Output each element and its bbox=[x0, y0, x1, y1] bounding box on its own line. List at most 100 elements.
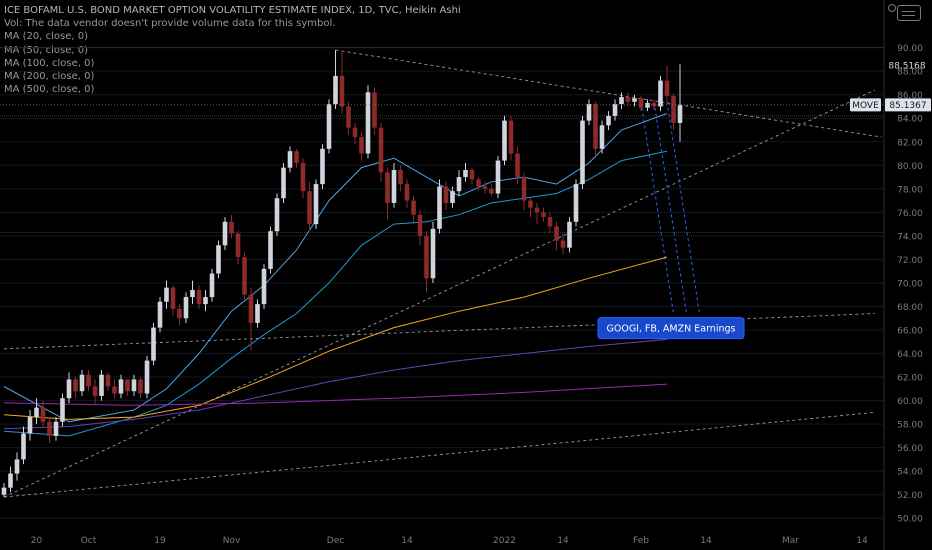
candle bbox=[320, 144, 325, 189]
earnings-callout-label: GOOGl, FB, AMZN Earnings bbox=[607, 324, 736, 335]
y-tick-label: 50.00 bbox=[897, 515, 923, 525]
candle bbox=[625, 92, 631, 107]
candle-body bbox=[365, 92, 371, 154]
candle-body bbox=[40, 407, 46, 422]
candle-body bbox=[619, 97, 624, 105]
candle-body bbox=[560, 240, 566, 248]
candle bbox=[521, 172, 527, 210]
candle bbox=[391, 162, 397, 208]
candle-body bbox=[580, 120, 585, 185]
candle bbox=[450, 186, 455, 208]
candle-body bbox=[346, 106, 351, 128]
legend-ma-20[interactable]: MA (20, close, 0) bbox=[4, 31, 89, 43]
last-value-tag bbox=[885, 98, 931, 112]
legend-ma-200[interactable]: MA (200, close, 0) bbox=[4, 71, 95, 83]
y-tick-label: 64.00 bbox=[897, 350, 923, 360]
candle bbox=[534, 202, 540, 225]
candle bbox=[112, 379, 117, 399]
candle-body bbox=[287, 151, 293, 168]
scale-toggle-button[interactable] bbox=[897, 5, 921, 21]
candle bbox=[495, 155, 501, 199]
legend-ma-500[interactable]: MA (500, close, 0) bbox=[4, 84, 95, 96]
y-tick-label: 86.00 bbox=[897, 91, 923, 101]
candle bbox=[437, 179, 442, 234]
candle-body bbox=[307, 191, 312, 225]
candle-body bbox=[638, 98, 644, 108]
candle-body bbox=[320, 148, 325, 185]
y-tick-label: 90.00 bbox=[897, 44, 923, 54]
candle-body bbox=[599, 125, 605, 149]
candle-body bbox=[625, 97, 631, 102]
moving-average-line bbox=[3, 383, 668, 406]
candle-body bbox=[339, 75, 345, 107]
candle bbox=[580, 115, 585, 189]
legend-ma-100[interactable]: MA (100, close, 0) bbox=[4, 57, 95, 69]
candle bbox=[27, 410, 33, 441]
candle bbox=[443, 181, 449, 210]
candle bbox=[307, 181, 312, 232]
candle-body bbox=[677, 105, 683, 123]
candle bbox=[105, 372, 111, 392]
candle bbox=[73, 377, 78, 399]
y-tick-label: 54.00 bbox=[897, 468, 923, 478]
candle bbox=[8, 466, 13, 493]
candle bbox=[489, 184, 494, 196]
candle bbox=[235, 231, 241, 265]
candle-body bbox=[248, 294, 254, 323]
candle-body bbox=[443, 186, 449, 203]
settings-dot-icon[interactable] bbox=[888, 4, 896, 12]
symbol-tag-label: MOVE bbox=[852, 101, 879, 111]
candle-body bbox=[352, 127, 358, 138]
candle-body bbox=[235, 233, 241, 258]
candle-body bbox=[164, 287, 169, 302]
candle bbox=[333, 50, 338, 109]
candle-body bbox=[528, 200, 533, 208]
candle bbox=[14, 452, 20, 481]
y-tick-label: 80.00 bbox=[897, 162, 923, 172]
candle bbox=[40, 400, 46, 427]
candle-body bbox=[593, 104, 598, 149]
y-tick-label: 70.00 bbox=[897, 279, 923, 289]
candle-body bbox=[404, 184, 410, 201]
candle-body bbox=[378, 127, 384, 173]
candle bbox=[157, 297, 163, 333]
last-value-label: 85.1367 bbox=[889, 101, 926, 111]
moving-average-line bbox=[3, 338, 668, 430]
candle-body bbox=[73, 379, 78, 392]
candle-body bbox=[534, 207, 540, 213]
legend-ma-50[interactable]: MA (50, close, 0) bbox=[4, 44, 89, 56]
moving-average-line bbox=[3, 150, 668, 437]
candle bbox=[99, 370, 104, 401]
candle bbox=[645, 99, 650, 112]
candle bbox=[508, 115, 514, 161]
candle-body bbox=[183, 297, 189, 319]
candle-body bbox=[645, 102, 650, 108]
candle-body bbox=[99, 374, 104, 396]
candle bbox=[151, 322, 156, 366]
candle-body bbox=[47, 421, 52, 436]
candle-body bbox=[437, 186, 442, 229]
moving-average-line bbox=[3, 256, 668, 420]
x-tick-label: 2022 bbox=[493, 536, 516, 546]
candle bbox=[294, 148, 299, 168]
candle bbox=[229, 214, 234, 239]
candle bbox=[268, 226, 273, 274]
trendline bbox=[335, 49, 882, 138]
candle-body bbox=[203, 297, 208, 305]
candle-body bbox=[398, 170, 403, 185]
candle bbox=[378, 122, 384, 182]
candle bbox=[248, 287, 254, 352]
candle bbox=[86, 370, 91, 392]
candle bbox=[66, 372, 72, 403]
candle-body bbox=[541, 212, 546, 218]
y-tick-label: 62.00 bbox=[897, 374, 923, 384]
candle-body bbox=[430, 228, 436, 279]
candle-body bbox=[125, 379, 130, 392]
candle-body bbox=[105, 374, 111, 387]
earnings-projection-line bbox=[640, 101, 674, 314]
candle bbox=[1, 482, 7, 498]
candle bbox=[573, 179, 579, 227]
trendlines bbox=[3, 49, 882, 498]
candles bbox=[1, 50, 683, 498]
